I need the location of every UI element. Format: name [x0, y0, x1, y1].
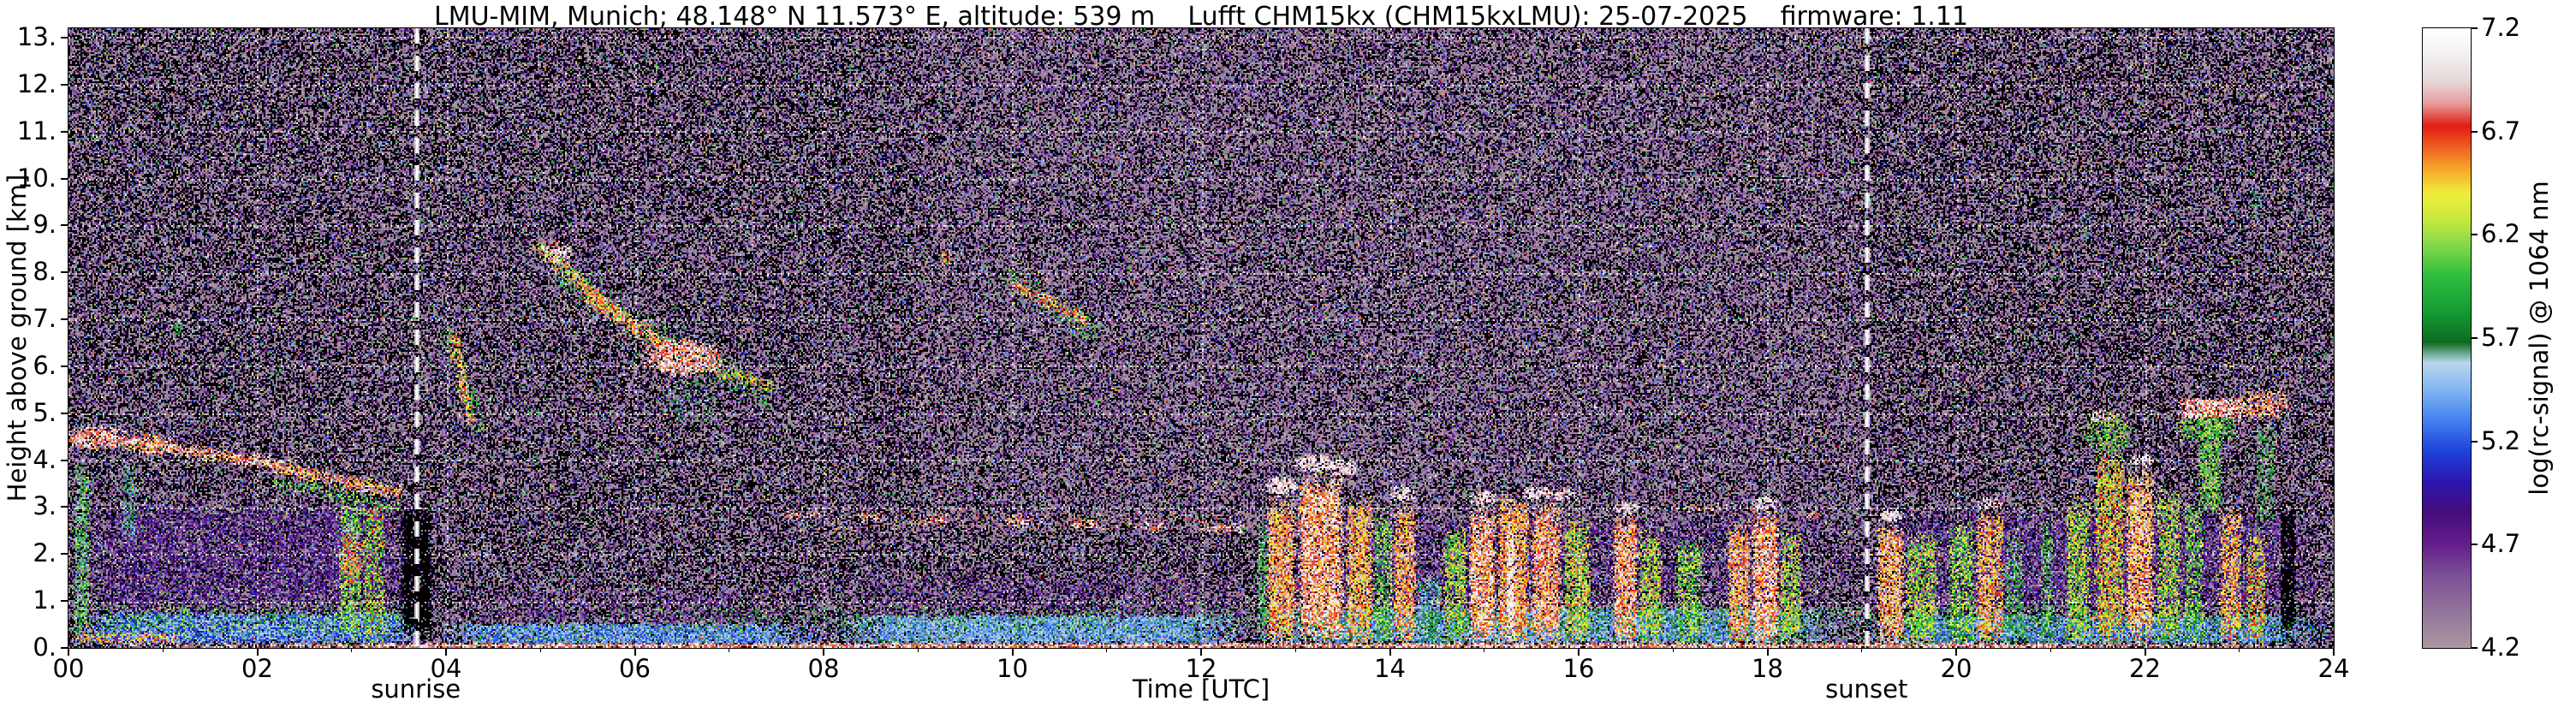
y-tick-label: 4.	[2, 445, 57, 474]
x-tick-label: 04	[412, 654, 480, 683]
y-tick-mark	[61, 131, 68, 133]
y-tick-label: 5.	[2, 398, 57, 427]
y-tick-mark	[61, 647, 68, 649]
y-tick-mark	[61, 37, 68, 39]
y-tick-mark	[61, 553, 68, 555]
x-minor-tick	[2239, 648, 2240, 652]
x-tick-label: 20	[1922, 654, 1990, 683]
x-minor-tick	[1861, 648, 1862, 652]
colorbar-tick-label: 5.7	[2481, 323, 2558, 352]
x-tick-label: 08	[789, 654, 858, 683]
y-tick-mark	[61, 271, 68, 273]
x-minor-tick	[2050, 648, 2051, 652]
heatmap-canvas	[68, 28, 2334, 648]
y-tick-label: 11.	[2, 116, 57, 146]
y-tick-mark	[61, 178, 68, 180]
x-minor-tick	[918, 648, 919, 652]
colorbar-tick-label: 7.2	[2481, 13, 2558, 42]
x-minor-tick	[1295, 648, 1296, 652]
x-minor-tick	[1673, 648, 1674, 652]
y-tick-label: 12.	[2, 69, 57, 98]
y-tick-mark	[61, 506, 68, 508]
x-minor-tick	[351, 648, 352, 652]
y-tick-label: 10.	[2, 163, 57, 193]
y-tick-label: 3.	[2, 491, 57, 520]
colorbar-tick-label: 6.7	[2481, 116, 2558, 146]
x-minor-tick	[1106, 648, 1107, 652]
colorbar-tick-mark	[2471, 441, 2478, 443]
x-tick-label: 24	[2299, 654, 2368, 683]
colorbar-tick-mark	[2471, 647, 2478, 649]
colorbar-tick-label: 4.7	[2481, 529, 2558, 558]
y-tick-mark	[61, 365, 68, 367]
colorbar-tick-mark	[2471, 544, 2478, 545]
colorbar-gradient	[2423, 28, 2471, 648]
x-tick-label: 10	[979, 654, 1047, 683]
y-tick-label: 8.	[2, 257, 57, 286]
colorbar-tick-label: 6.2	[2481, 219, 2558, 248]
colorbar	[2422, 27, 2472, 649]
x-minor-tick	[540, 648, 541, 652]
y-tick-label: 7.	[2, 304, 57, 333]
x-tick-label: 14	[1356, 654, 1425, 683]
ceilometer-quicklook-figure: LMU-MIM, Munich; 48.148° N 11.573° E, al…	[0, 0, 2576, 707]
plot-area	[68, 27, 2335, 649]
x-tick-label: 02	[223, 654, 292, 683]
x-tick-label: 22	[2111, 654, 2180, 683]
colorbar-tick-mark	[2471, 337, 2478, 339]
x-tick-label: 06	[601, 654, 669, 683]
y-tick-label: 0.	[2, 633, 57, 662]
y-tick-mark	[61, 413, 68, 414]
x-tick-label: 12	[1167, 654, 1235, 683]
y-tick-label: 2.	[2, 538, 57, 567]
y-tick-label: 6.	[2, 351, 57, 380]
y-tick-mark	[61, 460, 68, 461]
colorbar-tick-mark	[2471, 27, 2478, 29]
colorbar-tick-mark	[2471, 131, 2478, 133]
y-tick-mark	[61, 318, 68, 320]
sunset-label: sunset	[1789, 674, 1943, 704]
y-tick-mark	[61, 600, 68, 602]
y-tick-mark	[61, 224, 68, 226]
x-tick-label: 16	[1544, 654, 1613, 683]
y-tick-label: 9.	[2, 210, 57, 239]
y-tick-label: 1.	[2, 585, 57, 615]
x-tick-label: 18	[1734, 654, 1802, 683]
colorbar-tick-mark	[2471, 234, 2478, 235]
colorbar-tick-label: 5.2	[2481, 426, 2558, 455]
colorbar-tick-label: 4.2	[2481, 633, 2558, 662]
y-tick-mark	[61, 84, 68, 86]
x-minor-tick	[163, 648, 164, 652]
y-tick-label: 13.	[2, 22, 57, 51]
